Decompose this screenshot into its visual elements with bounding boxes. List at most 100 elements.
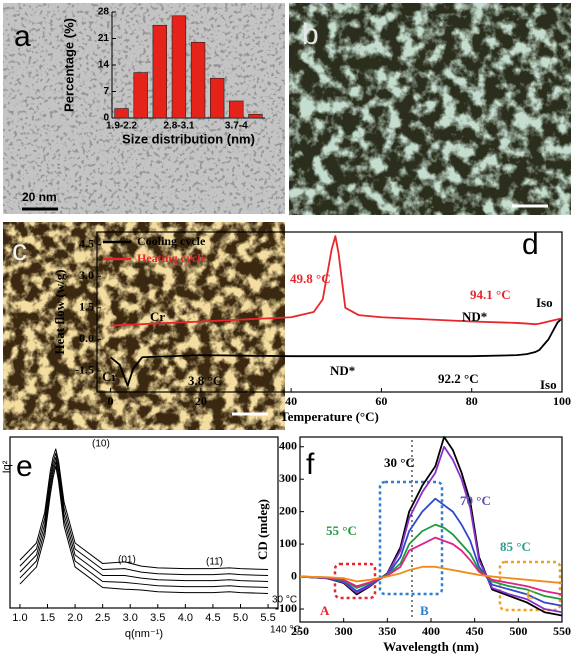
- x-tick-label: 350: [378, 624, 396, 638]
- x-axis-title: Wavelength (nm): [383, 639, 479, 654]
- panel-label: e: [16, 450, 33, 483]
- y-tick-label: 4.5: [79, 236, 94, 250]
- x-tick-label: 4.5: [205, 612, 220, 624]
- x-tick-label: 1.0: [12, 612, 27, 624]
- bar: [152, 24, 167, 119]
- x-tick-label: 4.0: [178, 612, 193, 624]
- annotation: C: [526, 587, 535, 602]
- panel-label: a: [14, 20, 31, 53]
- bar: [210, 77, 225, 119]
- x-tick-label: 2.8-3.1: [163, 121, 195, 132]
- y-tick-label: 300: [279, 471, 297, 485]
- y-axis-title: Iq²: [1, 460, 13, 473]
- x-axis-title: Size distribution (nm): [122, 131, 255, 146]
- pom-texture-c: [3, 222, 285, 430]
- annotation: ND*: [330, 363, 355, 378]
- annotation: 49.8 °C: [290, 271, 331, 286]
- annotation: 3.8 °C: [188, 373, 222, 388]
- annotation: Cr: [102, 369, 117, 384]
- series-line: [19, 461, 269, 588]
- y-tick-label: 7: [103, 86, 109, 97]
- y-axis-title: Heat flow (w/g): [52, 269, 67, 354]
- annotation: (11̄): [206, 557, 223, 568]
- annotation: Cr: [150, 309, 165, 324]
- plot-frame: [96, 231, 563, 393]
- panel-label: c: [12, 234, 27, 267]
- x-tick-label: 100: [553, 394, 571, 408]
- annotation: 92.2 °C: [438, 371, 479, 386]
- series-line: [109, 317, 563, 387]
- y-tick-label: 28: [98, 7, 110, 18]
- x-tick-label: 60: [375, 394, 387, 408]
- bar: [190, 41, 206, 119]
- x-tick-label: 2.0: [67, 612, 82, 624]
- x-tick-label: 3.5: [150, 612, 165, 624]
- y-tick-label: 21: [98, 33, 110, 44]
- x-tick-label: 1.9-2.2: [106, 121, 138, 132]
- x-tick-label: 3.0: [123, 612, 138, 624]
- y-axis-title: CD (mdeg): [255, 499, 270, 560]
- x-tick-label: 3.7-4: [225, 121, 248, 132]
- annotation: A: [320, 603, 330, 618]
- annotation: 94.1 °C: [470, 287, 511, 302]
- annotation: Iso: [540, 377, 557, 392]
- y-tick-label: 3.0: [79, 268, 94, 282]
- series-line: [19, 465, 269, 594]
- series-line: [19, 457, 269, 582]
- y-tick-label: -1.5: [75, 363, 94, 377]
- annotation: 30 °C: [384, 455, 415, 470]
- annotation: B: [420, 603, 429, 618]
- series-line: [299, 445, 563, 614]
- annotation: 30 °C: [272, 595, 297, 606]
- series-line: [299, 523, 563, 601]
- bar: [114, 108, 129, 119]
- y-tick-label: 0.0: [79, 331, 94, 345]
- annotation: 140 °C: [270, 625, 301, 636]
- annotation: 85 °C: [500, 539, 531, 554]
- series-line: [19, 452, 269, 577]
- scale-bar-label: 20 nm: [22, 190, 57, 204]
- x-tick-label: 80: [466, 394, 478, 408]
- annotation: ND*: [462, 309, 487, 324]
- x-tick-label: 0: [108, 394, 114, 408]
- panel-label: b: [302, 18, 319, 51]
- y-tick-label: -100: [275, 601, 297, 615]
- series-line: [299, 436, 563, 617]
- region-box: [498, 560, 562, 612]
- x-tick-label: 5.5: [260, 612, 275, 624]
- legend-label: Heating cycle: [137, 251, 207, 265]
- series-line: [299, 536, 563, 596]
- x-tick-label: 40: [285, 394, 297, 408]
- bar: [171, 15, 187, 119]
- x-tick-label: 1.5: [40, 612, 55, 624]
- y-tick-label: 0: [291, 568, 297, 582]
- y-axis-title: Percentage (%): [61, 18, 76, 112]
- y-tick-label: 100: [279, 536, 297, 550]
- annotation: Iso: [536, 295, 553, 310]
- legend-label: Cooling cycle: [137, 234, 206, 248]
- series-line: [299, 565, 563, 584]
- x-tick-label: 300: [335, 624, 353, 638]
- x-tick-label: 450: [466, 624, 484, 638]
- x-tick-label: 20: [195, 394, 207, 408]
- panel-label: f: [306, 448, 315, 481]
- bar: [248, 113, 263, 119]
- annotation: 55 °C: [326, 523, 357, 538]
- annotation: (01): [118, 555, 136, 566]
- x-tick-label: 250: [291, 624, 309, 638]
- plot-frame: [9, 436, 279, 609]
- x-tick-label: 400: [422, 624, 440, 638]
- y-tick-label: 1.5: [79, 300, 94, 314]
- x-tick-label: 5.0: [233, 612, 248, 624]
- series-line: [299, 497, 563, 607]
- panel-label: d: [522, 228, 539, 261]
- y-tick-label: 400: [279, 438, 297, 452]
- series-line: [110, 235, 563, 327]
- x-axis-title: q(nm⁻¹): [125, 628, 163, 640]
- region-box: [378, 480, 444, 596]
- x-tick-label: 2.5: [95, 612, 110, 624]
- bar: [133, 72, 148, 119]
- x-axis-title: Temperature (°C): [280, 409, 379, 424]
- y-tick-label: 200: [279, 503, 297, 517]
